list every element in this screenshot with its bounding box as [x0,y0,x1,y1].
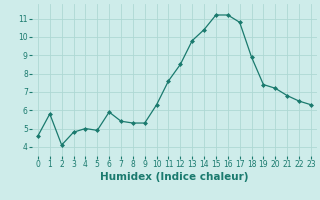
X-axis label: Humidex (Indice chaleur): Humidex (Indice chaleur) [100,172,249,182]
